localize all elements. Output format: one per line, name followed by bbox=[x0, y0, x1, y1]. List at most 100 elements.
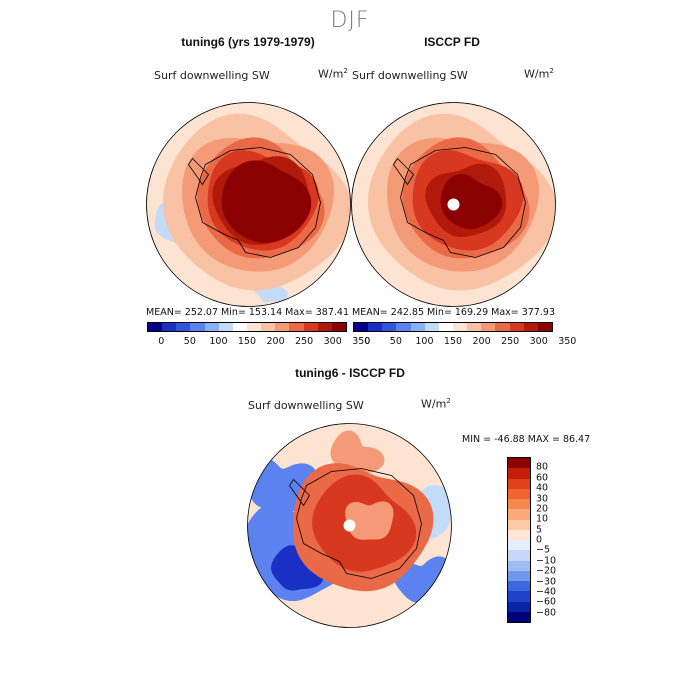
panel-1-colorbar-swatch bbox=[317, 323, 332, 331]
panel-2-colorbar-swatch bbox=[382, 323, 397, 331]
panel-1-stats: MEAN= 252.07 Min= 153.14 Max= 387.41 bbox=[146, 307, 350, 318]
diff-colorbar-tick: −40 bbox=[536, 586, 557, 598]
panel-2-coastline bbox=[393, 147, 526, 258]
diff-colorbar-swatch bbox=[508, 581, 530, 592]
panel-2-missing-pole bbox=[447, 198, 460, 211]
panel-1-colorbar-swatch bbox=[176, 323, 191, 331]
diff-colorbar-tick: 40 bbox=[536, 482, 549, 494]
diff-colorbar-swatch bbox=[508, 560, 530, 571]
panel-1-colorbar-tick: 150 bbox=[237, 336, 257, 347]
panel-2-variable: Surf downwelling SW bbox=[352, 69, 468, 82]
diff-colorbar-tick: 5 bbox=[536, 524, 543, 536]
diff-colorbar-tick: 80 bbox=[536, 461, 549, 473]
panel-2-band bbox=[440, 174, 503, 230]
diff-colorbar-swatch bbox=[508, 611, 530, 622]
panel-1-colorbar-swatch bbox=[190, 323, 205, 331]
diff-colorbar-tick: 60 bbox=[536, 472, 549, 484]
panel-2-colorbar-swatch bbox=[368, 323, 383, 331]
panel-1-colorbar-tick: 100 bbox=[209, 336, 228, 347]
diff-colorbar-swatch bbox=[508, 570, 530, 581]
diff-colorbar-swatch bbox=[508, 519, 530, 530]
panel-1-colorbar-swatch bbox=[303, 323, 318, 331]
panel-1-coastline bbox=[188, 147, 321, 258]
panel-2-colorbar-tick: 200 bbox=[472, 336, 491, 347]
panel-2-colorbar-tick: 150 bbox=[443, 336, 463, 347]
panel-1-border bbox=[146, 102, 351, 307]
panel-1-colorbar-swatch bbox=[261, 323, 276, 331]
diff-colorbar bbox=[507, 457, 531, 623]
panel-1-colorbar-swatch bbox=[218, 323, 233, 331]
panel-1-field bbox=[146, 102, 351, 307]
panel-2-colorbar-tick: 50 bbox=[389, 336, 402, 347]
panel-1-colorbar bbox=[147, 322, 347, 332]
diff-colorbar-ticks: 80 60 40 30 20 10 5 0 −5 −10 −20 −30 −40 −60 −80 bbox=[536, 457, 576, 623]
panel-1-colorbar-swatch bbox=[204, 323, 219, 331]
panel-2-stats: MEAN= 242.85 Min= 169.29 Max= 377.93 bbox=[352, 307, 556, 318]
diff-coastline bbox=[289, 468, 422, 579]
panel-2-colorbar-tick: 350 bbox=[558, 336, 577, 347]
panel-1-colorbar-swatch bbox=[232, 323, 247, 331]
panel-1-colorbar-ticks: 0 50 100 150 200 250 300 350 bbox=[147, 336, 370, 348]
diff-colorbar-tick: −20 bbox=[536, 565, 557, 577]
diff-colorbar-swatch bbox=[508, 529, 530, 540]
panel-1-title: tuning6 (yrs 1979-1979) bbox=[181, 35, 315, 49]
diff-map bbox=[247, 423, 452, 628]
panel-2-colorbar-swatch bbox=[481, 323, 496, 331]
panel-2-colorbar-swatch bbox=[509, 323, 524, 331]
diff-colorbar-tick: −5 bbox=[536, 544, 551, 556]
panel-1-colorbar-swatch bbox=[275, 323, 290, 331]
panel-2-border bbox=[351, 102, 556, 307]
diff-colorbar-tick: 20 bbox=[536, 503, 549, 515]
diff-positive-region bbox=[345, 501, 394, 540]
panel-1-units: W/m2 bbox=[318, 67, 348, 81]
panel-1-colorbar-tick: 50 bbox=[183, 336, 196, 347]
panel-2-colorbar-swatch bbox=[424, 323, 439, 331]
diff-colorbar-swatch bbox=[508, 550, 530, 561]
panel-1-colorbar-swatch bbox=[246, 323, 262, 331]
diff-title: tuning6 - ISCCP FD bbox=[295, 366, 405, 380]
panel-1-colorbar-tick: 250 bbox=[295, 336, 314, 347]
panel-2-colorbar-swatch bbox=[495, 323, 510, 331]
diff-colorbar-swatch bbox=[508, 601, 530, 612]
diff-colorbar-tick: 10 bbox=[536, 513, 549, 525]
diff-colorbar-tick: −80 bbox=[536, 607, 557, 619]
panel-2-colorbar-swatch bbox=[537, 323, 552, 331]
panel-1-band bbox=[221, 160, 312, 244]
panel-2-colorbar-swatch bbox=[410, 323, 425, 331]
panel-1-colorbar-swatch bbox=[148, 323, 163, 331]
diff-colorbar-swatch bbox=[508, 540, 530, 551]
diff-missing-pole bbox=[343, 519, 356, 532]
panel-1-colorbar-tick: 300 bbox=[323, 336, 342, 347]
panel-2-units: W/m2 bbox=[524, 67, 554, 81]
panel-2-colorbar-swatch bbox=[452, 323, 468, 331]
diff-colorbar-swatch bbox=[508, 488, 530, 499]
panel-2-colorbar bbox=[353, 322, 553, 332]
panel-1-colorbar-swatch bbox=[289, 323, 304, 331]
panel-2-colorbar-swatch bbox=[523, 323, 538, 331]
diff-colorbar-swatch bbox=[508, 478, 530, 489]
panel-1-map bbox=[146, 102, 351, 307]
diff-colorbar-tick: −60 bbox=[536, 596, 557, 608]
panel-1-colorbar-tick: 350 bbox=[352, 336, 371, 347]
diff-colorbar-swatch bbox=[508, 499, 530, 510]
diff-units: W/m2 bbox=[421, 397, 451, 411]
diff-variable: Surf downwelling SW bbox=[248, 399, 364, 412]
diff-border bbox=[247, 423, 452, 628]
panel-2-colorbar-tick: 300 bbox=[529, 336, 548, 347]
panel-1-colorbar-tick: 0 bbox=[158, 336, 165, 347]
panel-1-colorbar-swatch bbox=[331, 323, 346, 331]
panel-2-colorbar-ticks: 0 50 100 150 200 250 300 350 bbox=[353, 336, 576, 348]
diff-colorbar-tick: −10 bbox=[536, 555, 557, 567]
panel-2-map bbox=[351, 102, 556, 307]
diff-colorbar-swatch bbox=[508, 591, 530, 602]
panel-2-colorbar-swatch bbox=[354, 323, 369, 331]
panel-2-colorbar-tick: 250 bbox=[501, 336, 520, 347]
panel-2-colorbar-swatch bbox=[396, 323, 411, 331]
panel-2-colorbar-swatch bbox=[438, 323, 453, 331]
diff-colorbar-tick: 0 bbox=[536, 534, 543, 546]
diff-colorbar-tick: −30 bbox=[536, 576, 557, 587]
diff-colorbar-tick: 30 bbox=[536, 493, 549, 504]
season-title: DJF bbox=[330, 8, 370, 33]
panel-2-colorbar-swatch bbox=[467, 323, 482, 331]
diff-stats: MIN = -46.88 MAX = 86.47 bbox=[462, 434, 591, 445]
